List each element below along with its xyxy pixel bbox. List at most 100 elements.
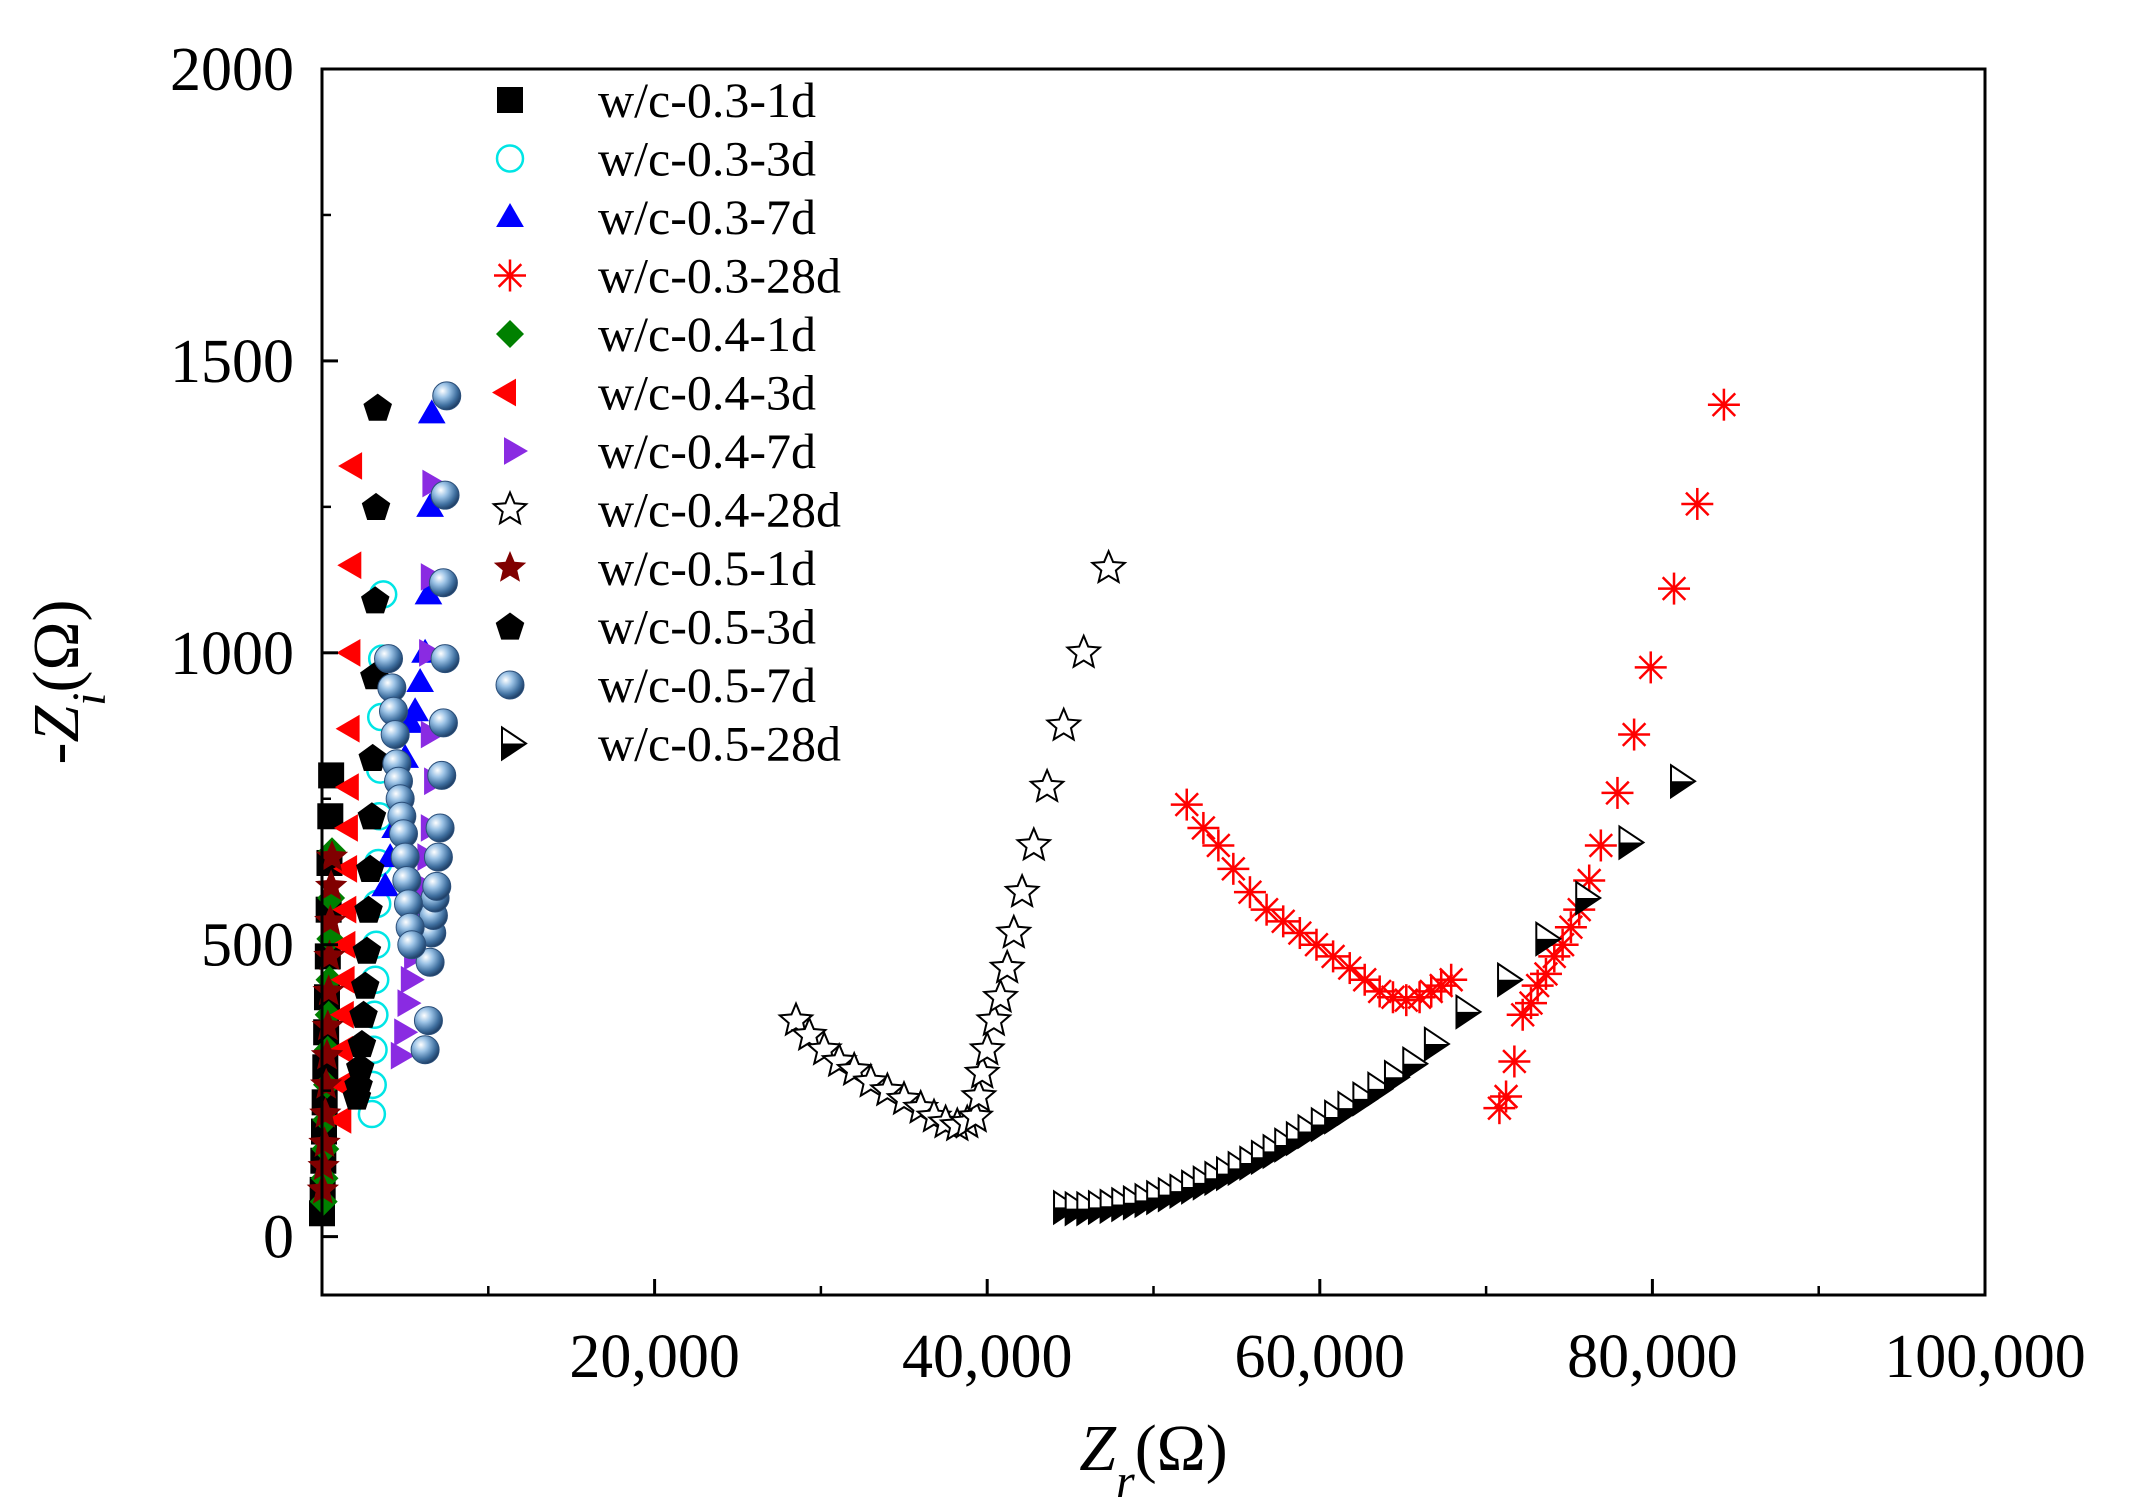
- data-point: [1497, 961, 1524, 998]
- data-point: [1529, 957, 1562, 990]
- data-point: [333, 855, 358, 883]
- data-point: [975, 1000, 1013, 1037]
- data-point: [400, 965, 425, 994]
- data-point: [1170, 788, 1203, 821]
- data-point: [330, 965, 355, 994]
- legend-item: w/c-0.4-28d: [491, 482, 841, 538]
- data-point: [1490, 1080, 1523, 1113]
- data-point: [329, 1000, 354, 1029]
- data-point: [374, 644, 404, 674]
- data-point: [1363, 975, 1396, 1008]
- x-tick-label: 100,000: [1884, 1323, 2086, 1391]
- y-tick-label: 0: [263, 1204, 294, 1272]
- y-tick-label: 500: [201, 912, 294, 980]
- legend-marker: [491, 489, 529, 526]
- data-point: [310, 1038, 344, 1070]
- legend-label: w/c-0.3-28d: [598, 248, 841, 304]
- data-point: [432, 381, 462, 411]
- x-axis-title-suffix: (Ω): [1135, 1412, 1228, 1485]
- data-point: [981, 977, 1020, 1014]
- legend-marker: [492, 378, 516, 407]
- data-point: [337, 551, 362, 580]
- data-point: [351, 971, 380, 999]
- legend-label: w/c-0.3-1d: [598, 72, 816, 128]
- legend-label: w/c-0.5-3d: [598, 599, 816, 655]
- x-tick-label: 40,000: [902, 1323, 1073, 1391]
- data-point: [960, 1076, 998, 1113]
- data-point: [413, 1006, 443, 1036]
- series-w-c-0-5-3d: [342, 393, 392, 1110]
- data-point: [1618, 718, 1651, 751]
- data-point: [1707, 388, 1740, 421]
- data-point: [310, 1067, 343, 1099]
- data-point: [1187, 811, 1220, 844]
- data-point: [1028, 767, 1066, 803]
- series-w-c-0-5-28d: [1053, 763, 1697, 1227]
- data-point: [361, 492, 391, 520]
- legend-label: w/c-0.4-1d: [598, 306, 816, 362]
- data-point: [422, 871, 452, 901]
- legend-item: w/c-0.5-7d: [495, 657, 816, 713]
- data-point: [352, 936, 382, 964]
- data-point: [327, 1106, 352, 1134]
- data-point: [777, 1000, 815, 1037]
- data-point: [1670, 763, 1697, 800]
- data-point: [354, 895, 383, 923]
- series-w-c-0-3-28d: [1170, 388, 1740, 1125]
- data-point: [1267, 905, 1300, 938]
- y-tick-label: 1000: [170, 620, 294, 688]
- legend-marker: [495, 144, 525, 173]
- legend-marker: [495, 670, 525, 700]
- x-tick-label: 80,000: [1567, 1323, 1738, 1391]
- legend-marker: [496, 320, 524, 348]
- legend-marker: [494, 259, 526, 292]
- data-point: [1317, 940, 1350, 973]
- legend-label: w/c-0.3-3d: [598, 131, 816, 187]
- data-point: [358, 743, 387, 771]
- data-point: [1575, 880, 1603, 916]
- data-point: [307, 1149, 340, 1181]
- series-w-c-0-5-7d: [374, 381, 462, 1065]
- data-point: [1435, 963, 1468, 996]
- x-tick-label: 20,000: [569, 1323, 740, 1391]
- y-tick-label: 2000: [170, 36, 294, 104]
- data-point: [357, 1099, 387, 1129]
- legend-label: w/c-0.5-28d: [598, 716, 841, 772]
- data-point: [349, 1000, 378, 1028]
- data-point: [335, 714, 360, 743]
- plot-frame: [320, 67, 1987, 1297]
- legend-item: w/c-0.3-3d: [495, 131, 816, 187]
- x-axis-title-prefix: Z: [1079, 1412, 1117, 1485]
- data-point: [410, 1035, 440, 1065]
- legend-item: w/c-0.4-7d: [504, 423, 816, 479]
- data-point: [309, 1097, 342, 1128]
- data-point: [988, 948, 1026, 984]
- data-point: [1089, 548, 1128, 585]
- legend-item: w/c-0.4-3d: [492, 365, 816, 421]
- data-point: [361, 586, 390, 614]
- series-w-c-0-4-28d: [777, 548, 1128, 1142]
- data-point: [338, 452, 363, 480]
- data-point: [315, 840, 349, 871]
- data-point: [1015, 825, 1053, 862]
- data-point: [336, 639, 361, 667]
- data-point: [331, 930, 356, 959]
- data-point: [334, 773, 359, 801]
- series-w-c-0-4-3d: [327, 452, 363, 1134]
- data-point: [397, 930, 427, 960]
- data-point: [416, 492, 444, 517]
- data-point: [1601, 776, 1634, 809]
- data-point: [963, 1053, 1001, 1090]
- data-point: [427, 760, 457, 790]
- data-point: [995, 913, 1033, 949]
- axis-ticks: 20,000 40,000 60,000 80,000 100,000 0 500 1000 1…: [170, 36, 2086, 1391]
- data-point: [1250, 893, 1283, 926]
- legend-marker: [497, 87, 523, 113]
- data-point: [1300, 928, 1333, 961]
- data-point: [1202, 829, 1235, 862]
- data-point: [1402, 1045, 1430, 1082]
- legend-item: w/c-0.4-1d: [496, 306, 816, 362]
- legend-item: w/c-0.3-28d: [494, 248, 841, 304]
- y-axis-title-sub: i: [63, 692, 116, 705]
- legend-item: w/c-0.5-28d: [501, 716, 841, 772]
